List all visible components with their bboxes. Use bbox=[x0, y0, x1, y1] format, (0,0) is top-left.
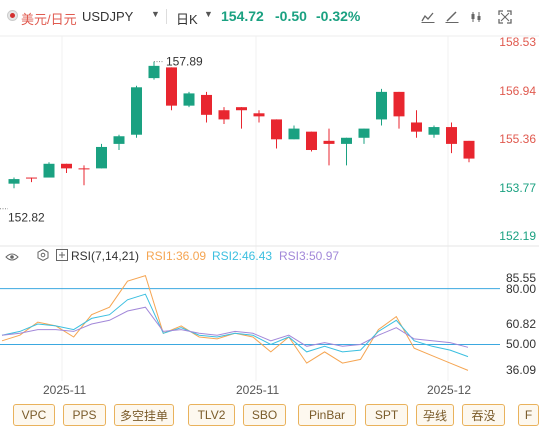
date-axis-label: 2025-11 bbox=[43, 383, 87, 397]
price-axis-label: 156.94 bbox=[499, 83, 536, 98]
pattern-button[interactable]: VPC bbox=[13, 404, 55, 426]
pattern-toolbar: VPC PPS 多空挂单 TLV2 SBO PinBar SPT 孕线 吞没 F bbox=[0, 404, 539, 430]
candle-body bbox=[288, 128, 300, 140]
symbol-code[interactable]: USDJPY bbox=[82, 9, 134, 24]
line-chart-icon[interactable] bbox=[418, 7, 438, 27]
period-selector[interactable]: 日K bbox=[176, 12, 198, 27]
candle-body bbox=[393, 91, 405, 117]
price-axis-label: 155.36 bbox=[499, 132, 536, 146]
date-axis-label: 2025-12 bbox=[427, 383, 472, 397]
rsi-line-rsi2 bbox=[1, 293, 469, 358]
rsi3-value: RSI3:50.97 bbox=[279, 249, 340, 263]
high-price-label: 157.89 bbox=[166, 55, 203, 69]
price-axis-label: 153.77 bbox=[499, 180, 536, 195]
rsi-axis-label: 85.55 bbox=[505, 271, 536, 286]
candle-body bbox=[376, 91, 387, 120]
candle-body bbox=[78, 168, 90, 170]
rsi-indicator-name[interactable]: RSI(7,14,21) bbox=[71, 249, 140, 263]
rsi-indicator-header: RSI(7,14,21) RSI1:36.09 RSI2:46.43 RSI3:… bbox=[0, 248, 539, 267]
candle-body bbox=[183, 93, 195, 106]
pattern-button[interactable]: SBO bbox=[243, 404, 286, 426]
rsi2-value: RSI2:46.43 bbox=[212, 249, 273, 263]
fullscreen-icon[interactable] bbox=[495, 7, 515, 27]
candle-body bbox=[428, 127, 440, 135]
symbol-dropdown-icon[interactable]: ▼ bbox=[151, 9, 160, 19]
pattern-button[interactable]: 多空挂单 bbox=[114, 404, 174, 426]
candle-body bbox=[148, 65, 160, 79]
settings-icon[interactable] bbox=[466, 7, 486, 27]
candle-body bbox=[463, 140, 475, 159]
candle-body bbox=[323, 140, 335, 144]
candle-body bbox=[358, 128, 370, 138]
candle-body bbox=[96, 146, 107, 169]
pattern-button[interactable]: 吞没 bbox=[462, 404, 505, 426]
pattern-button[interactable]: F bbox=[518, 404, 539, 426]
candle-body bbox=[113, 136, 125, 144]
candle-body bbox=[43, 163, 55, 178]
candle-body bbox=[236, 107, 247, 111]
symbol-name[interactable]: 美元/日元 bbox=[21, 12, 77, 27]
candle-body bbox=[201, 94, 212, 115]
date-axis-label: 2025-11 bbox=[236, 383, 280, 397]
price-axis-label: 158.53 bbox=[499, 35, 536, 49]
candle-body bbox=[131, 87, 142, 135]
rsi-axis-label: 36.09 bbox=[505, 363, 536, 378]
usd-jpy-flag-icon bbox=[7, 10, 18, 21]
candle-body bbox=[166, 67, 177, 106]
price-axis-label: 152.19 bbox=[499, 229, 536, 243]
pattern-button[interactable]: SPT bbox=[365, 404, 408, 426]
pattern-button[interactable]: PinBar bbox=[298, 404, 356, 426]
candle-body bbox=[411, 122, 422, 132]
divider bbox=[166, 9, 167, 24]
pattern-button[interactable]: 孕线 bbox=[416, 404, 454, 426]
candle-body bbox=[8, 179, 20, 184]
rsi-axis-label: 60.82 bbox=[505, 317, 536, 332]
low-price-label: 152.82 bbox=[8, 211, 45, 225]
price-change-percent: -0.32% bbox=[316, 8, 361, 24]
symbol-header: 美元/日元 USDJPY ▼ 日K ▼ 154.72 -0.50 -0.32% bbox=[0, 0, 539, 32]
settings-gear-icon[interactable] bbox=[37, 248, 49, 264]
candle-body bbox=[306, 131, 317, 151]
pattern-button[interactable]: TLV2 bbox=[188, 404, 235, 426]
candle-body bbox=[218, 110, 230, 120]
pattern-button[interactable]: PPS bbox=[63, 404, 106, 426]
expand-icon[interactable] bbox=[56, 249, 68, 264]
current-price: 154.72 bbox=[221, 8, 264, 24]
candle-body bbox=[341, 137, 352, 144]
candle-body bbox=[253, 113, 265, 117]
period-dropdown-icon[interactable]: ▼ bbox=[204, 9, 213, 19]
rsi-axis-label: 50.00 bbox=[505, 337, 536, 352]
candle-body bbox=[61, 163, 72, 169]
drawing-icon[interactable] bbox=[442, 7, 462, 27]
candle-body bbox=[26, 177, 37, 179]
price-change: -0.50 bbox=[275, 8, 307, 24]
rsi-line-rsi3 bbox=[1, 306, 469, 348]
rsi1-value: RSI1:36.09 bbox=[146, 249, 207, 263]
eye-icon[interactable] bbox=[5, 251, 19, 265]
candle-body bbox=[271, 119, 282, 140]
rsi-axis-label: 80.00 bbox=[505, 281, 536, 296]
candle-body bbox=[446, 127, 457, 144]
